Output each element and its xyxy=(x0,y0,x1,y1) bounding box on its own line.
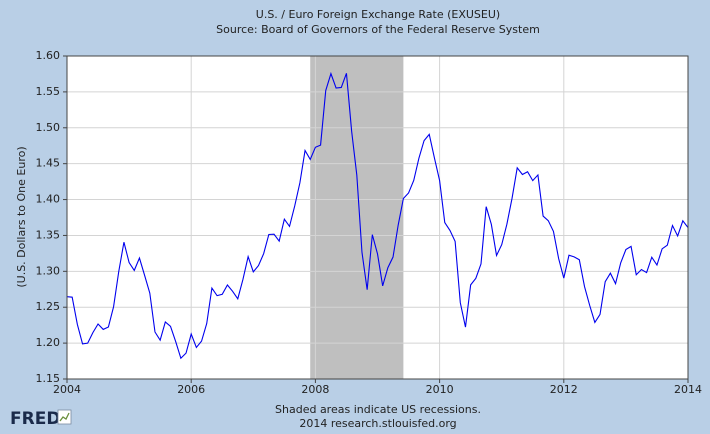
note: Shaded areas indicate US recessions. xyxy=(275,403,481,416)
y-tick-label: 1.35 xyxy=(36,228,61,241)
y-tick-label: 1.60 xyxy=(36,49,61,62)
logo: FRED xyxy=(10,409,60,429)
y-tick-label: 1.55 xyxy=(36,85,61,98)
y-tick-label: 1.20 xyxy=(36,336,61,349)
x-tick-label: 2014 xyxy=(674,383,702,396)
y-tick-label: 1.15 xyxy=(36,372,61,385)
chart-subtitle: Source: Board of Governors of the Federa… xyxy=(216,23,540,36)
chart-title: U.S. / Euro Foreign Exchange Rate (EXUSE… xyxy=(256,8,500,21)
x-tick-label: 2012 xyxy=(550,383,578,396)
y-tick-label: 1.25 xyxy=(36,300,61,313)
x-tick-label: 2006 xyxy=(177,383,205,396)
recession-band xyxy=(310,56,404,379)
data-line xyxy=(66,71,689,360)
back-layer xyxy=(66,55,689,380)
x-tick-label: 2008 xyxy=(301,383,329,396)
plot-border xyxy=(66,55,689,380)
y-tick-label: 1.50 xyxy=(36,121,61,134)
credit: 2014 research.stlouisfed.org xyxy=(299,417,456,430)
y-tick-label: 1.45 xyxy=(36,157,61,170)
y-tick-label: 1.40 xyxy=(36,193,61,206)
y-axis-label: (U.S. Dollars to One Euro) xyxy=(15,146,28,287)
y-tick-label: 1.30 xyxy=(36,264,61,277)
front-layer: 1.15 1.20 1.25 1.30 1.35 1.40 1.45 1.50 1.55 1.60… xyxy=(36,49,703,396)
logo-icon-line xyxy=(59,412,70,422)
logo-icon xyxy=(57,409,72,425)
x-tick-label: 2010 xyxy=(426,383,454,396)
x-tick-label: 2004 xyxy=(53,383,81,396)
